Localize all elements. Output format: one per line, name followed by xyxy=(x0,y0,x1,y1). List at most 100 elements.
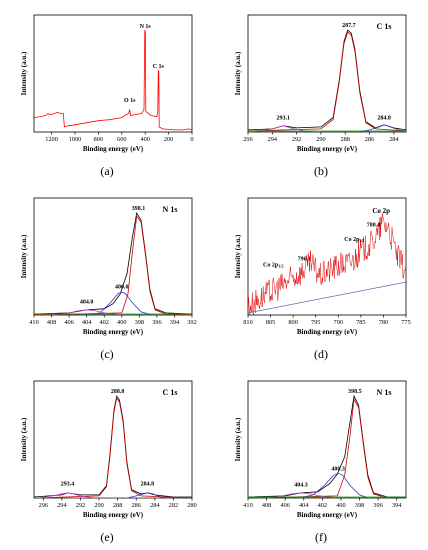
x-tick-label: 294 xyxy=(268,136,278,143)
series-line-2 xyxy=(299,472,369,498)
y-axis-label: Intensity (a.u.) xyxy=(20,51,28,95)
x-tick-label: 292 xyxy=(292,136,301,143)
annotation-label: 398.5 xyxy=(348,389,362,395)
x-tick-label: 785 xyxy=(356,319,365,326)
x-tick-label: 400 xyxy=(117,319,126,326)
x-tick-label: 294 xyxy=(57,502,67,509)
panel-label: (f) xyxy=(315,530,327,544)
series-line-0 xyxy=(34,29,192,131)
x-tick-label: 394 xyxy=(170,319,180,326)
x-tick-label: 282 xyxy=(169,502,178,509)
x-tick-label: 780 xyxy=(379,319,388,326)
x-tick-label: 402 xyxy=(99,319,108,326)
y-axis-label: Intensity (a.u.) xyxy=(234,51,242,95)
plot-frame xyxy=(247,197,407,316)
x-tick-label: 296 xyxy=(243,136,252,143)
panel-label: (c) xyxy=(100,347,114,361)
x-tick-label: 392 xyxy=(187,319,196,326)
x-tick-label: 406 xyxy=(280,502,289,509)
annotation-label: 796.1 xyxy=(298,256,312,262)
x-tick-label: 288 xyxy=(341,136,350,143)
x-tick-label: 805 xyxy=(266,319,275,326)
panel-label: (d) xyxy=(314,347,328,361)
series-line-1 xyxy=(248,31,406,132)
x-tick-label: 790 xyxy=(334,319,343,326)
plot-frame xyxy=(247,14,407,133)
x-axis-label: Binding energy (eV) xyxy=(297,328,358,336)
annotation-label: 398.1 xyxy=(132,206,146,212)
x-tick-label: 396 xyxy=(152,319,161,326)
annotation-label: 404.3 xyxy=(294,483,308,489)
annotation-label: 284.8 xyxy=(141,482,155,488)
x-tick-label: 775 xyxy=(401,319,410,326)
x-tick-label: 398 xyxy=(135,319,144,326)
annotation-label: 400.0 xyxy=(115,284,129,290)
annotation-label: Co 2p xyxy=(372,207,390,215)
y-axis-label: Intensity (a.u.) xyxy=(234,417,242,461)
annotation-label: Co 2p xyxy=(344,237,360,243)
x-tick-label: 800 xyxy=(288,319,297,326)
chart-title: C 1s xyxy=(377,22,392,31)
annotation-label: C 1s xyxy=(153,64,165,70)
series-line-1 xyxy=(248,397,406,498)
x-tick-label: 1000 xyxy=(69,136,82,143)
x-tick-label: 200 xyxy=(164,136,173,143)
panel-d: 810 805 800 795 790 785 780 775 Binding energy (… xyxy=(214,183,428,366)
annotation-label: 404.0 xyxy=(80,300,94,306)
x-tick-label: 810 xyxy=(243,319,252,326)
panel-label: (e) xyxy=(100,530,114,544)
series-line-1 xyxy=(34,397,192,498)
series-line-0 xyxy=(248,394,406,498)
x-tick-label: 600 xyxy=(117,136,126,143)
y-axis-label: Intensity (a.u.) xyxy=(20,417,28,461)
x-tick-label: 400 xyxy=(336,502,345,509)
series-line-0 xyxy=(34,211,192,315)
series-line-1 xyxy=(248,281,406,314)
series-line-3 xyxy=(266,492,337,498)
panel-e: 296 294 292 290 288 286 284 282 280 Binding energ… xyxy=(0,366,214,549)
x-tick-label: 410 xyxy=(29,319,38,326)
annotation-label: 3/2 xyxy=(359,238,364,243)
annotation-label: N 1s xyxy=(140,24,152,30)
panel-a: 1200 1000 800 600 400 200 0 Binding energy (eV)… xyxy=(0,0,214,183)
x-tick-label: 795 xyxy=(311,319,320,326)
panel-label: (a) xyxy=(100,164,114,178)
plot-frame xyxy=(247,380,407,499)
chart-title: N 1s xyxy=(163,205,178,214)
chart-title: C 1s xyxy=(163,388,178,397)
x-tick-label: 290 xyxy=(94,502,103,509)
annotation-label: 287.7 xyxy=(342,23,356,29)
x-tick-label: 402 xyxy=(318,502,327,509)
x-tick-label: 1200 xyxy=(45,136,58,143)
annotation-label: 293.1 xyxy=(276,116,290,122)
x-tick-label: 398 xyxy=(355,502,364,509)
x-axis-label: Binding energy (eV) xyxy=(297,511,358,519)
annotation-label: 288.0 xyxy=(111,389,125,395)
x-tick-label: 410 xyxy=(243,502,252,509)
chart-d: 810 805 800 795 790 785 780 775 Binding energy (… xyxy=(234,197,411,336)
x-tick-label: 400 xyxy=(140,136,149,143)
x-tick-label: 396 xyxy=(373,502,382,509)
chart-b: 296 294 292 290 288 286 284 Binding energy (eV)… xyxy=(234,14,407,153)
annotation-label: 780.4 xyxy=(367,223,381,229)
panel-b: 296 294 292 290 288 286 284 Binding energy (eV)… xyxy=(214,0,428,183)
x-tick-label: 404 xyxy=(299,502,309,509)
series-line-3 xyxy=(357,124,406,132)
plot-frame xyxy=(33,197,193,316)
chart-c: 410 408 406 404 402 400 398 396 394 392 Binding en… xyxy=(20,197,197,336)
annotation-label: 400.3 xyxy=(331,466,345,472)
annotation-label: O 1s xyxy=(124,98,136,104)
x-tick-label: 406 xyxy=(64,319,73,326)
x-tick-label: 0 xyxy=(190,136,193,143)
chart-e: 296 294 292 290 288 286 284 282 280 Binding energ… xyxy=(20,380,197,519)
x-axis-label: Binding energy (eV) xyxy=(83,328,144,336)
series-line-1 xyxy=(34,215,192,315)
x-tick-label: 284 xyxy=(150,502,160,509)
annotation-label: 293.4 xyxy=(61,482,75,488)
plot-frame xyxy=(33,14,193,133)
x-tick-label: 394 xyxy=(392,502,402,509)
x-tick-label: 290 xyxy=(316,136,325,143)
x-tick-label: 404 xyxy=(82,319,92,326)
series-line-3 xyxy=(126,492,169,498)
panel-f: 410 408 406 404 402 400 398 396 394 Binding energ… xyxy=(214,366,428,549)
